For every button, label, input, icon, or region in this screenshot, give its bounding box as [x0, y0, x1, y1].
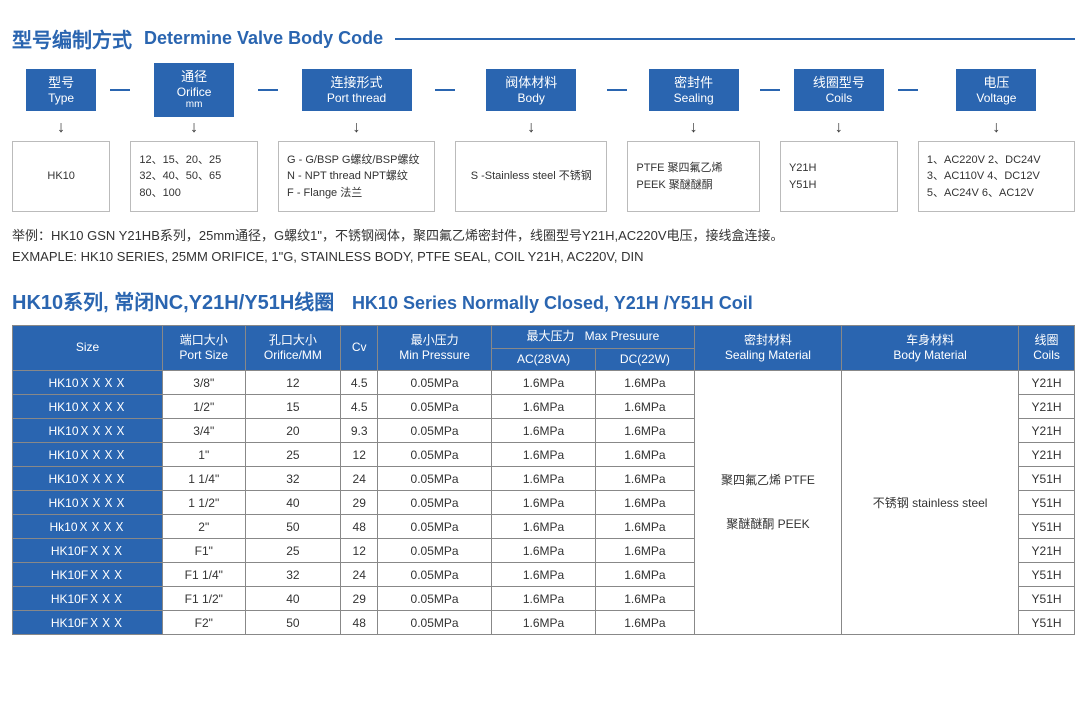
example-cn: 举例：HK10 GSN Y21HB系列，25mm通径，G螺纹1"，不锈钢阀体，聚…	[12, 226, 1075, 247]
flow-connector	[258, 89, 278, 91]
detail-box: 12、15、20、2532、40、50、6580、100	[130, 141, 258, 213]
spec-table: Size 端口大小 Port Size 孔口大小 Orifice/MM Cv 最…	[12, 325, 1075, 635]
code-title-cn: 型号编制方式	[12, 24, 132, 53]
th-cv: Cv	[341, 326, 378, 371]
th-maxp: 最大压力 Max Presuure	[492, 326, 695, 349]
table-row: HK10ＸＸＸＸ3/8"124.50.05MPa1.6MPa1.6MPa聚四氟乙…	[13, 371, 1075, 395]
arrow-down-icon: ↓	[835, 119, 843, 136]
detail-box: HK10	[12, 141, 110, 213]
arrow-down-icon: ↓	[992, 119, 1000, 136]
flow-connector	[898, 89, 918, 91]
th-orifice: 孔口大小 Orifice/MM	[245, 326, 341, 371]
flow-box: 密封件Sealing	[649, 69, 739, 111]
flow-box: 型号Type	[26, 69, 96, 111]
spec-thead: Size 端口大小 Port Size 孔口大小 Orifice/MM Cv 最…	[13, 326, 1075, 371]
detail-box: 1、AC220V 2、DC24V3、AC110V 4、DC12V5、AC24V …	[918, 141, 1075, 213]
th-minp: 最小压力 Min Pressure	[378, 326, 492, 371]
flow-box: 电压Voltage	[956, 69, 1036, 111]
flow-box: 线圈型号Coils	[794, 69, 884, 111]
detail-box: PTFE 聚四氟乙烯PEEK 聚醚醚酮	[627, 141, 760, 213]
th-seal: 密封材料 Sealing Material	[694, 326, 841, 371]
arrow-down-icon: ↓	[57, 119, 65, 136]
th-ac: AC(28VA)	[492, 348, 596, 371]
flow-connector	[607, 89, 627, 91]
th-body: 车身材料 Body Material	[842, 326, 1019, 371]
example-block: 举例：HK10 GSN Y21HB系列，25mm通径，G螺纹1"，不锈钢阀体，聚…	[12, 226, 1075, 268]
series-cn: HK10系列, 常闭NC,Y21H/Y51H线圈	[12, 292, 334, 314]
detail-box: G - G/BSP G螺纹/BSP螺纹N - NPT thread NPT螺纹F…	[278, 141, 435, 213]
flow-box: 连接形式Port thread	[302, 69, 412, 111]
flow-box: 通径Orificemm	[154, 63, 234, 117]
series-en: HK10 Series Normally Closed, Y21H /Y51H …	[352, 293, 753, 313]
spec-tbody: HK10ＸＸＸＸ3/8"124.50.05MPa1.6MPa1.6MPa聚四氟乙…	[13, 371, 1075, 635]
flow-box: 阀体材料Body	[486, 69, 576, 111]
th-coil: 线圈 Coils	[1019, 326, 1075, 371]
body-merged-cell: 不锈钢 stainless steel	[842, 371, 1019, 635]
flow-connector	[110, 89, 130, 91]
arrow-down-icon: ↓	[690, 119, 698, 136]
th-size: Size	[13, 326, 163, 371]
flow-connector	[760, 89, 780, 91]
th-dc: DC(22W)	[596, 348, 695, 371]
arrow-down-icon: ↓	[190, 119, 198, 136]
detail-box: Y21HY51H	[780, 141, 898, 213]
code-section-header: 型号编制方式 Determine Valve Body Code	[12, 24, 1075, 53]
th-port: 端口大小 Port Size	[163, 326, 246, 371]
arrow-row: ↓ ↓ ↓ ↓ ↓ ↓ ↓	[12, 119, 1075, 137]
detail-row: HK10 12、15、20、2532、40、50、6580、100 G - G/BS…	[12, 141, 1075, 213]
arrow-down-icon: ↓	[527, 119, 535, 136]
example-en: EXMAPLE: HK10 SERIES, 25MM ORIFICE, 1"G,…	[12, 247, 1075, 268]
arrow-down-icon: ↓	[353, 119, 361, 136]
header-line	[395, 38, 1075, 40]
code-flow-row: 型号Type 通径Orificemm 连接形式Port thread 阀体材料Body…	[12, 63, 1075, 117]
detail-box: S -Stainless steel 不锈钢	[455, 141, 607, 213]
code-title-en: Determine Valve Body Code	[144, 28, 383, 49]
series-header: HK10系列, 常闭NC,Y21H/Y51H线圈 HK10 Series Nor…	[12, 286, 1075, 315]
seal-merged-cell: 聚四氟乙烯 PTFE 聚醚醚酮 PEEK	[694, 371, 841, 635]
flow-connector	[435, 89, 455, 91]
